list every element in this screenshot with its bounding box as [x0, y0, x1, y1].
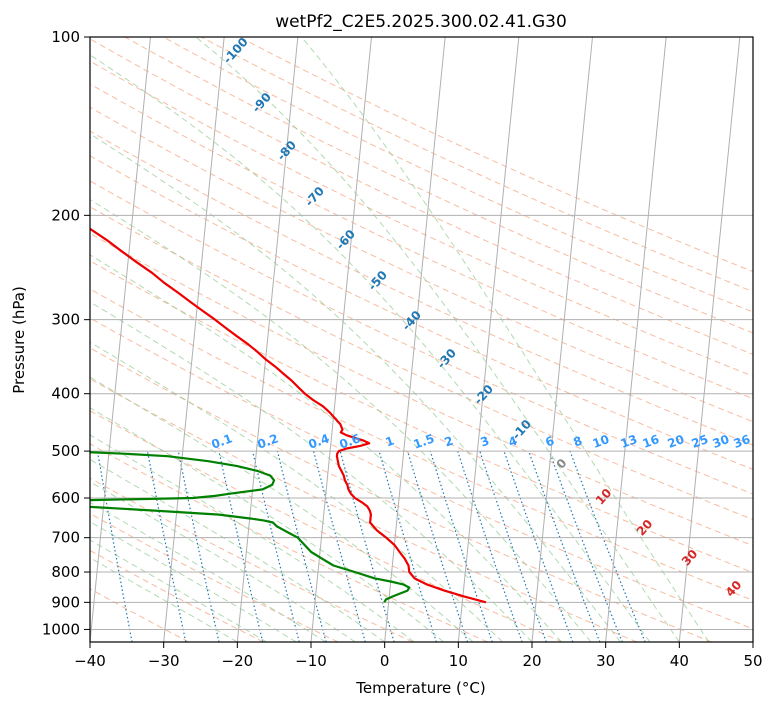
moist-adiabat-line	[90, 501, 326, 642]
isotherm-line	[384, 37, 446, 642]
dry-adiabat-line	[90, 443, 488, 642]
mixing-ratio-line	[479, 450, 547, 642]
dry-adiabat-line	[90, 347, 712, 642]
mixing-ratio-label: 20	[666, 432, 686, 451]
y-tick-label: 800	[51, 563, 80, 581]
x-tick-label: 10	[449, 652, 468, 670]
isotherm-line	[678, 37, 741, 642]
y-tick-label: 400	[51, 385, 80, 403]
sounding-profiles	[90, 227, 487, 604]
x-tick-label: −20	[222, 652, 254, 670]
moist-adiabat-line	[90, 521, 297, 642]
mixing-ratio-line	[457, 450, 523, 642]
mixing-ratio-line	[252, 450, 300, 642]
plot-frame	[89, 36, 754, 643]
dry-adiabat-line	[90, 317, 753, 630]
mixing-ratio-label: 0.1	[209, 431, 234, 451]
isotherm-line	[310, 37, 372, 642]
mixing-ratio-line	[528, 450, 601, 642]
y-tick-label: 1000	[42, 620, 80, 638]
isotherm-line	[236, 37, 299, 642]
x-tick-label: 50	[743, 652, 762, 670]
mixing-ratio-label: 0.6	[337, 431, 362, 451]
mixing-ratio-label: 10	[591, 432, 611, 451]
moist-adiabat-line	[195, 37, 680, 642]
mixing-ratio-label: 0.2	[255, 431, 280, 451]
x-axis-label: Temperature (°C)	[355, 679, 485, 697]
isotherm-line	[457, 37, 520, 642]
mixing-ratio-label: 1.5	[411, 431, 436, 451]
mixing-ratio-line	[378, 450, 437, 642]
dry-adiabat-line	[90, 180, 753, 495]
axes: −40 −30 −20 −10 0 10 20 30 40 50 100 200 300 400 500 60…	[42, 28, 763, 670]
moist-adiabat-line	[90, 557, 238, 642]
dewpoint-profile	[90, 451, 411, 603]
dry-adiabat-line	[90, 60, 753, 377]
mixing-ratio-label: 36	[732, 432, 752, 451]
moist-adiabat-line	[90, 198, 592, 642]
dry-adiabat-line	[90, 38, 753, 355]
mixing-ratio-label: 13	[619, 432, 639, 451]
isotherm-line	[605, 37, 667, 642]
x-tick-label: 30	[596, 652, 615, 670]
dry-adiabat-line	[90, 206, 753, 521]
moist-adiabat-line	[90, 539, 268, 642]
y-tick-label: 300	[51, 311, 80, 329]
dry-adiabat-line	[90, 477, 414, 642]
moist-adiabat-line	[90, 458, 385, 642]
y-axis-label: Pressure (hPa)	[10, 286, 28, 394]
y-tick-label: 500	[51, 442, 80, 460]
mixing-ratio-line	[429, 450, 493, 642]
mixing-ratio-line	[548, 450, 623, 642]
mixing-ratio-line	[313, 450, 366, 642]
mixing-ratio-label: 30	[711, 432, 731, 451]
dry-adiabat-line	[201, 37, 753, 293]
background-lines	[90, 37, 753, 642]
moist-adiabat-line	[90, 54, 651, 642]
x-tick-label: −10	[295, 652, 327, 670]
mixing-ratio-label: 16	[641, 432, 661, 451]
mixing-ratio-label: 0.4	[306, 431, 331, 451]
dry-adiabat-line	[90, 549, 264, 642]
mixing-ratio-line	[146, 450, 187, 642]
moist-adiabat-line	[301, 37, 710, 642]
y-tick-label: 200	[51, 206, 80, 224]
mixing-ratio-line	[276, 450, 327, 642]
x-tick-label: 0	[380, 652, 390, 670]
mixing-ratio-label: 25	[690, 432, 710, 451]
mixing-ratio-line	[503, 450, 574, 642]
moist-adiabat-line	[90, 341, 503, 642]
y-tick-label: 900	[51, 593, 80, 611]
y-tick-label: 100	[51, 28, 80, 46]
moist-adiabat-line	[90, 254, 562, 642]
moist-adiabat-line	[90, 133, 621, 642]
dry-adiabat-line	[90, 232, 753, 547]
mixing-ratio-line	[177, 450, 220, 642]
x-tick-label: 20	[522, 652, 541, 670]
isotherm-line	[531, 37, 593, 642]
moist-adiabat-line	[90, 376, 474, 642]
temperature-profile	[90, 227, 487, 604]
dry-adiabat-line	[90, 512, 339, 642]
dry-adiabat-line	[90, 130, 753, 446]
isotherm-line	[90, 37, 151, 642]
mixing-ratio-line	[218, 450, 264, 642]
isotherm-line	[163, 37, 225, 642]
y-tick-label: 600	[51, 489, 80, 507]
x-tick-label: 40	[670, 652, 689, 670]
dry-adiabat-line	[90, 378, 638, 642]
y-tick-label: 700	[51, 529, 80, 547]
chart-title: wetPf2_C2E5.2025.300.02.41.G30	[275, 12, 567, 32]
mixing-ratio-line	[407, 450, 469, 642]
dry-adiabat-line	[90, 410, 563, 642]
x-tick-label: −30	[148, 652, 180, 670]
line-labels: -100-90-80-70-60-50-40-30-20-10010203040…	[209, 35, 752, 600]
x-tick-label: −40	[74, 652, 106, 670]
